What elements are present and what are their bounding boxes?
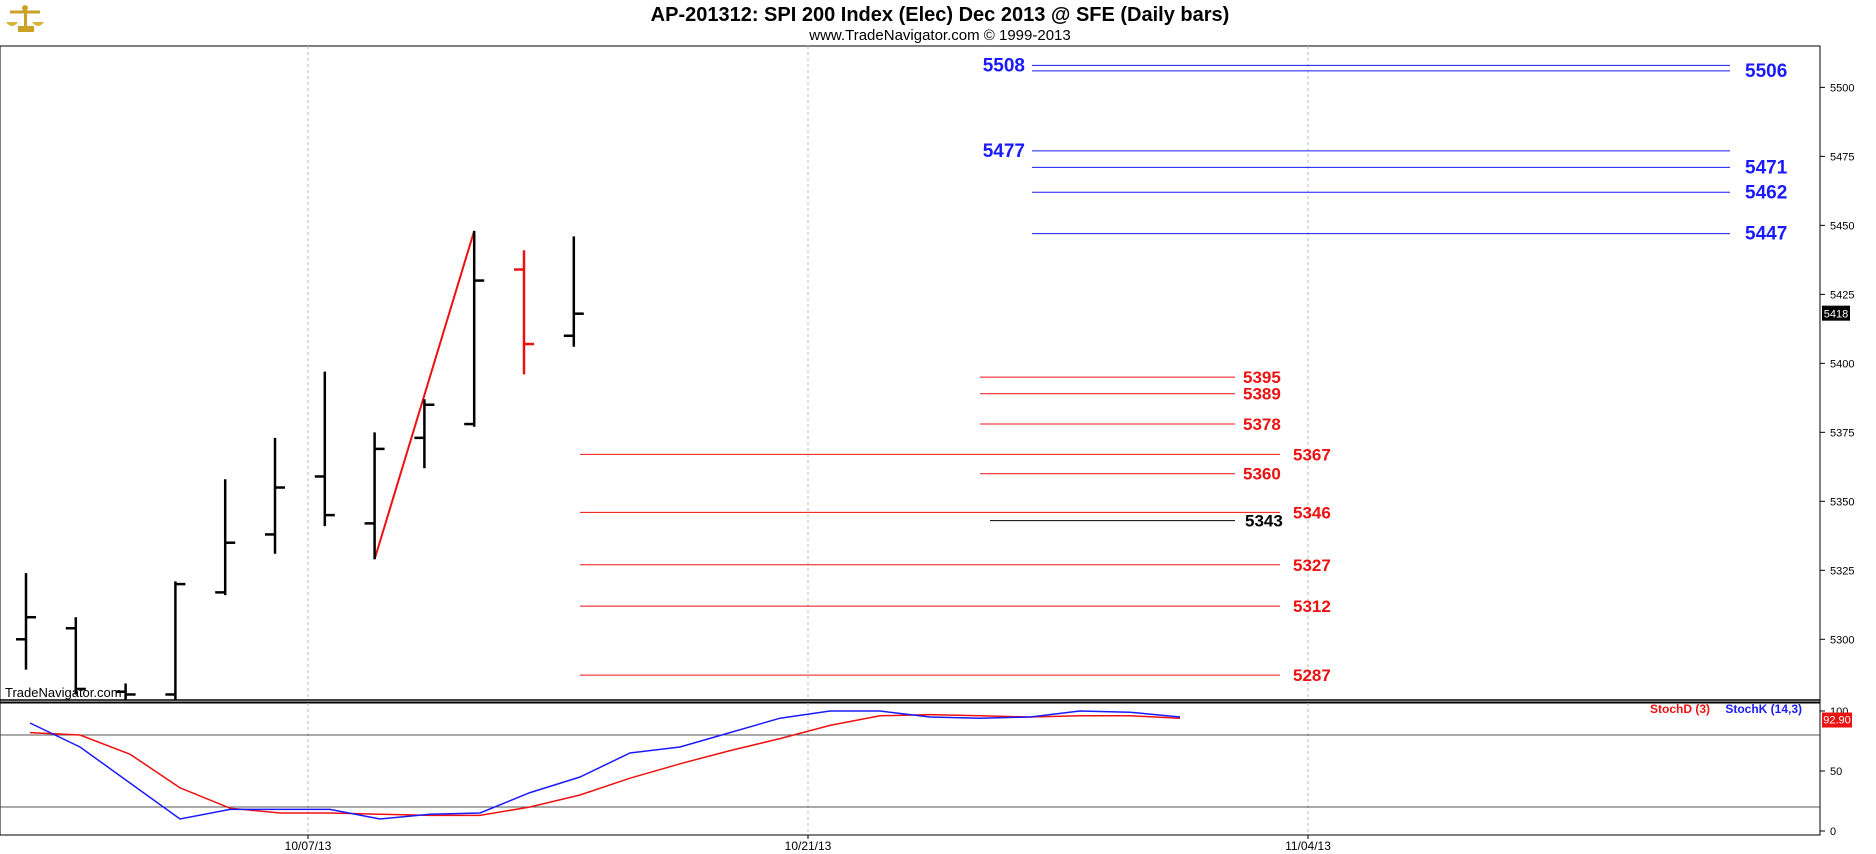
level-label: 5395 <box>1243 368 1281 387</box>
level-label: 5447 <box>1745 224 1787 245</box>
price-tick-label: 5500 <box>1830 82 1854 94</box>
price-tick-label: 5425 <box>1830 289 1854 301</box>
last-value-box <box>1822 712 1852 728</box>
price-tick-label: 5325 <box>1830 565 1854 577</box>
price-y-axis: 5300 5325 5350 5375 5400 5425 5450 5475 5500 5418 <box>1820 82 1854 646</box>
scales-of-justice-icon <box>6 5 44 32</box>
ohlc-bar <box>265 437 285 554</box>
level-label: 5506 <box>1745 61 1787 82</box>
ohlc-bar <box>115 683 136 700</box>
last-price-box <box>1822 305 1850 321</box>
last-price-label: 5418 <box>1824 309 1848 321</box>
level-label: 5378 <box>1243 415 1281 434</box>
ohlc-bar <box>16 573 36 670</box>
watermark: TradeNavigator.com <box>5 685 122 700</box>
chart-subtitle: www.TradeNavigator.com © 1999-2013 <box>808 27 1070 44</box>
chart-title: AP-201312: SPI 200 Index (Elec) Dec 2013… <box>651 4 1230 26</box>
level-label: 5508 <box>983 55 1025 76</box>
date-axis: 10/07/13 10/21/13 11/04/13 <box>285 835 1331 853</box>
stochastic-series-line <box>29 713 1181 817</box>
ohlc-bar <box>65 617 86 695</box>
ohlc-bar <box>165 581 186 700</box>
price-tick-label: 5400 <box>1830 358 1854 370</box>
price-tick-label: 5450 <box>1830 220 1854 232</box>
price-tick-label: 5300 <box>1830 634 1854 646</box>
stochastic-series-line <box>29 710 1181 820</box>
price-vertical-grid <box>307 46 1309 700</box>
trend-line-segment <box>373 230 476 560</box>
level-label: 5327 <box>1293 556 1331 575</box>
level-label: 5471 <box>1745 157 1788 178</box>
level-label: 5346 <box>1293 503 1331 522</box>
stochastic-tick-label: 0 <box>1830 826 1836 838</box>
stochastic-lines <box>29 710 1181 820</box>
level-label: 5343 <box>1245 512 1283 531</box>
date-tick-label: 11/04/13 <box>1285 839 1331 853</box>
date-tick-label: 10/07/13 <box>285 839 332 853</box>
ohlc-bar <box>414 399 435 469</box>
ohlc-bar <box>514 250 534 375</box>
level-label: 5312 <box>1293 597 1331 616</box>
legend-stochd: StochD (3) <box>1650 702 1710 716</box>
last-value-label: 92.90 <box>1823 715 1851 727</box>
level-label: 5287 <box>1293 666 1331 685</box>
ohlc-bar <box>215 479 236 596</box>
level-label: 5477 <box>983 141 1025 162</box>
date-tick-label: 10/21/13 <box>785 839 832 853</box>
ohlc-bar <box>364 432 385 560</box>
level-label: 5389 <box>1243 385 1281 404</box>
trend-line <box>373 230 476 560</box>
legend-stochk: StochK (14,3) <box>1725 702 1802 716</box>
ohlc-bars <box>16 230 584 700</box>
level-label: 5360 <box>1243 465 1281 484</box>
ohlc-bar <box>314 371 335 527</box>
price-tick-label: 5475 <box>1830 151 1854 163</box>
stochastic-reference-lines <box>0 734 1820 808</box>
level-label: 5367 <box>1293 445 1331 464</box>
ohlc-bar <box>464 230 485 427</box>
level-label: 5462 <box>1745 182 1787 203</box>
stochastic-tick-label: 50 <box>1830 766 1842 778</box>
price-tick-label: 5375 <box>1830 427 1854 439</box>
ohlc-bar <box>563 236 584 347</box>
price-tick-label: 5350 <box>1830 496 1854 508</box>
